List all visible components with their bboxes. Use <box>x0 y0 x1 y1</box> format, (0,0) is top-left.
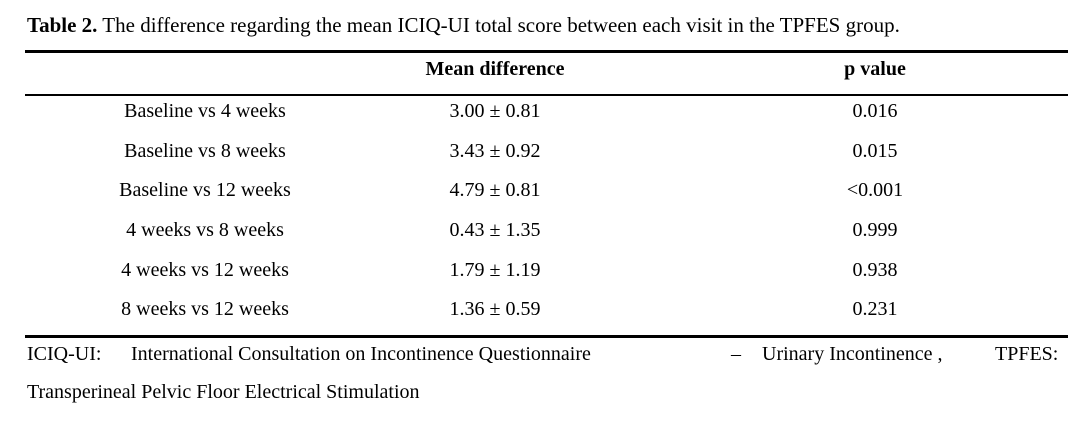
table-body: Baseline vs 4 weeks 3.00 ± 0.81 0.016 Ba… <box>25 96 1068 334</box>
row-comparison: Baseline vs 12 weeks <box>119 179 291 202</box>
row-p-value: 0.938 <box>852 258 898 281</box>
table-row: Baseline vs 4 weeks 3.00 ± 0.81 0.016 <box>25 96 1068 136</box>
row-mean-difference: 0.43 ± 1.35 <box>449 219 541 242</box>
caption-text: The difference regarding the mean ICIQ-U… <box>97 13 900 37</box>
row-mean-difference: 3.43 ± 0.92 <box>449 139 541 162</box>
table-bottom-rule <box>25 335 1068 338</box>
table-header-rule <box>25 94 1068 96</box>
table-caption: Table 2. The difference regarding the me… <box>27 11 900 39</box>
row-comparison: Baseline vs 4 weeks <box>124 100 286 122</box>
row-mean-difference: 1.36 ± 0.59 <box>449 298 541 321</box>
table-row: 4 weeks vs 12 weeks 1.79 ± 1.19 0.938 <box>25 255 1068 295</box>
row-comparison: Baseline vs 8 weeks <box>124 139 286 162</box>
footnote-definition-iciq-ui: International Consultation on Incontinen… <box>131 343 591 365</box>
table-row: Baseline vs 8 weeks 3.43 ± 0.92 0.015 <box>25 136 1068 176</box>
row-p-value: <0.001 <box>846 179 904 202</box>
table-row: 8 weeks vs 12 weeks 1.36 ± 0.59 0.231 <box>25 294 1068 334</box>
table-top-rule <box>25 50 1068 53</box>
row-mean-difference: 4.79 ± 0.81 <box>449 179 541 202</box>
table-header-row: Mean difference p value <box>25 53 1068 94</box>
row-mean-difference: 3.00 ± 0.81 <box>449 100 541 122</box>
footnote-line-2: Transperineal Pelvic Floor Electrical St… <box>27 381 420 403</box>
row-p-value: 0.231 <box>852 298 898 321</box>
row-p-value: 0.999 <box>852 219 898 242</box>
row-mean-difference: 1.79 ± 1.19 <box>449 258 541 281</box>
row-p-value: 0.015 <box>852 139 898 162</box>
row-p-value: 0.016 <box>852 100 898 122</box>
header-mean-difference: Mean difference <box>425 58 565 80</box>
footnote-abbreviation-iciq-ui: ICIQ-UI: <box>27 343 102 365</box>
header-p-value: p value <box>844 58 906 80</box>
row-comparison: 4 weeks vs 8 weeks <box>126 219 284 242</box>
footnote-definition-iciq-ui-continued: Urinary Incontinence , <box>762 343 943 365</box>
footnote-abbreviation-tpfes: TPFES: <box>995 343 1059 365</box>
table-row: 4 weeks vs 8 weeks 0.43 ± 1.35 0.999 <box>25 215 1068 255</box>
row-comparison: 4 weeks vs 12 weeks <box>121 258 289 281</box>
table-row: Baseline vs 12 weeks 4.79 ± 0.81 <0.001 <box>25 175 1068 215</box>
caption-label: Table 2. <box>27 13 98 37</box>
footnote-dash: – <box>731 343 741 365</box>
row-comparison: 8 weeks vs 12 weeks <box>121 298 289 321</box>
